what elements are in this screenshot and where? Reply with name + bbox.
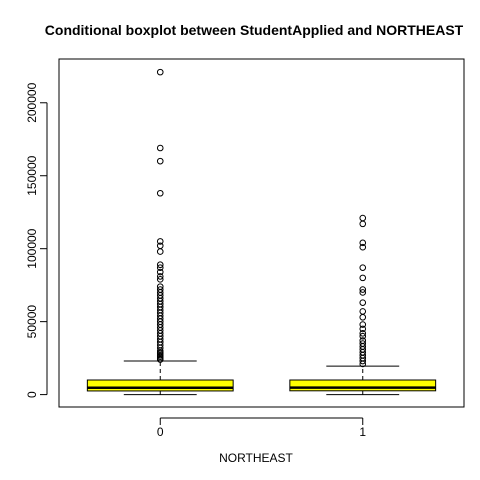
plot-frame <box>58 58 465 408</box>
x-tick-label: 0 <box>157 425 164 439</box>
outlier-point <box>359 325 367 333</box>
outlier-point <box>359 321 367 328</box>
y-axis: 0 50000 100000 150000 200000 <box>25 82 48 398</box>
outlier-point <box>156 268 164 276</box>
outlier-point <box>359 289 367 296</box>
outlier-point <box>359 360 367 368</box>
box-iqr <box>86 379 234 392</box>
outlier-point <box>156 273 164 280</box>
outlier-point <box>156 144 164 152</box>
y-tick-label: 150000 <box>25 155 39 195</box>
y-tick-label: 0 <box>25 391 39 398</box>
outlier-point <box>156 264 164 271</box>
y-tick-label: 50000 <box>25 305 39 339</box>
outlier-point <box>156 157 164 165</box>
outlier-point <box>359 330 367 337</box>
outlier-point <box>156 238 164 245</box>
outlier-point <box>359 299 367 306</box>
outlier-point <box>156 248 164 255</box>
outlier-point <box>359 308 367 315</box>
outlier-point <box>359 332 367 340</box>
box-group-0 <box>86 68 234 396</box>
outlier-point <box>359 239 367 247</box>
outlier-point <box>359 274 367 282</box>
outlier-point <box>156 68 164 76</box>
outlier-point <box>359 243 367 251</box>
y-tick-label: 200000 <box>25 82 39 122</box>
chart-title: Conditional boxplot between StudentAppli… <box>45 22 464 38</box>
outlier-point <box>359 214 367 222</box>
x-tick-label: 1 <box>359 425 366 439</box>
y-tick-label: 100000 <box>25 228 39 268</box>
x-axis-label: NORTHEAST <box>219 451 293 465</box>
box-iqr <box>289 379 437 392</box>
outlier-point <box>156 261 164 269</box>
outlier-point <box>156 276 164 283</box>
outlier-point <box>359 313 367 321</box>
outlier-point <box>359 264 367 271</box>
outlier-point <box>156 189 164 197</box>
outlier-point <box>359 220 367 228</box>
outlier-point <box>359 286 367 293</box>
outlier-point <box>156 356 164 363</box>
boxes <box>86 68 437 396</box>
outlier-point <box>359 357 367 365</box>
box-group-1 <box>289 214 437 396</box>
